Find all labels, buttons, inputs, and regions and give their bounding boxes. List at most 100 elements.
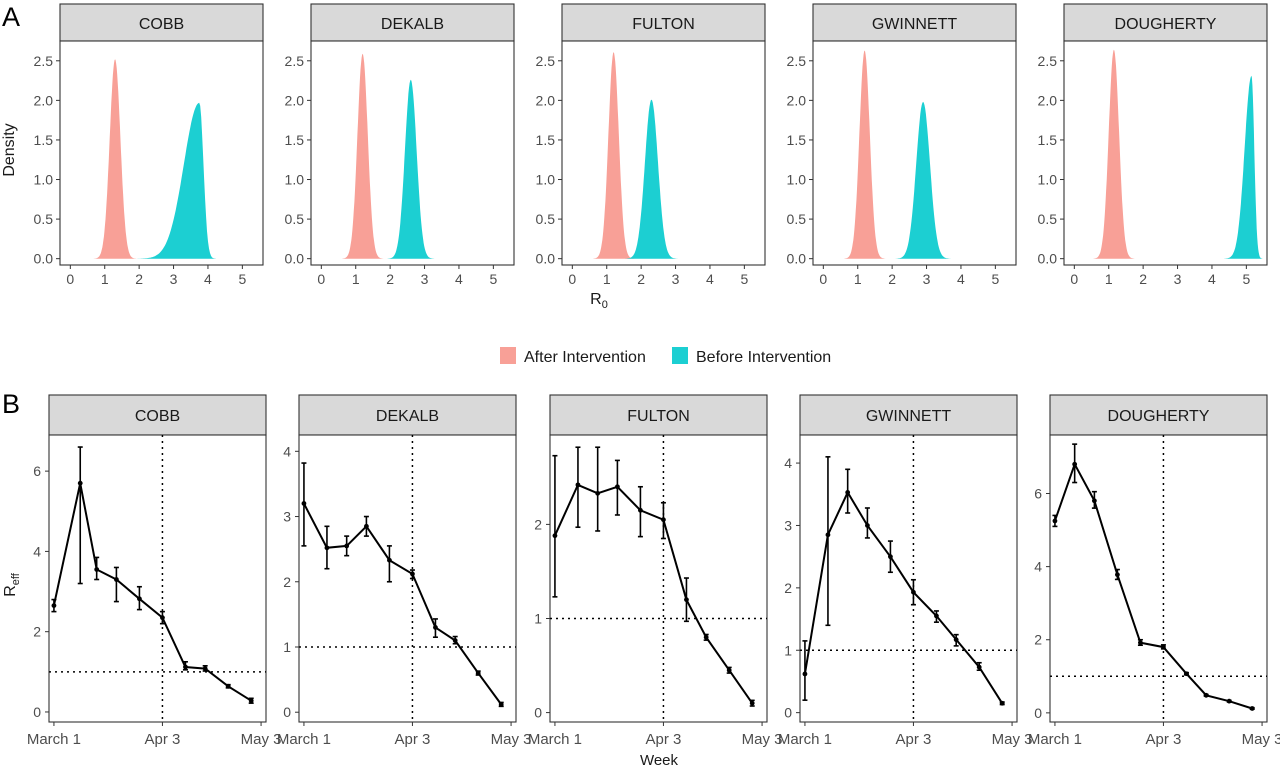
- y-tick-label-cobb: 1.5: [34, 132, 54, 148]
- strip-label-dougherty: DOUGHERTY: [1115, 16, 1217, 33]
- reff-point-fulton: [575, 482, 581, 488]
- x-tick-label-fulton: 5: [740, 271, 748, 287]
- x-tick-label-dekalb: 1: [352, 271, 360, 287]
- reff-point-cobb: [248, 698, 254, 704]
- reff-point-dougherty: [1115, 572, 1120, 578]
- reff-point-fulton: [595, 490, 601, 496]
- x-tick-label-fulton: Apr 3: [646, 731, 682, 748]
- y-tick-label-cobb: 0.0: [34, 251, 54, 267]
- density-before-dekalb: [387, 79, 435, 259]
- reff-point-cobb: [160, 615, 165, 621]
- reff-line-fulton: [553, 483, 754, 704]
- reff-panel-dougherty: DOUGHERTY March 1 Apr 3 May 3 0 2 4 6: [1028, 394, 1280, 748]
- y-tick-label-fulton: 0: [534, 705, 542, 721]
- y-tick-label-dekalb: 1.5: [285, 132, 305, 148]
- reff-point-cobb: [137, 596, 142, 602]
- reff-point-dougherty: [1072, 461, 1078, 467]
- y-tick-label-dekalb: 1: [283, 639, 291, 655]
- strip-label-dekalb: DEKALB: [376, 408, 439, 425]
- density-panel-fulton: FULTON 0 1 2 3 4 5 0.0 0.5 1.0 1.5 2.0 2.5: [536, 3, 766, 287]
- x-tick-label-dekalb: 0: [317, 271, 325, 287]
- x-axis-label-a-sub: 0: [602, 299, 608, 311]
- y-tick-label-fulton: 0.0: [536, 251, 556, 267]
- reff-point-dougherty: [1203, 692, 1209, 698]
- reff-point-dougherty: [1249, 706, 1255, 711]
- x-tick-label-dekalb: Apr 3: [395, 731, 431, 748]
- x-tick-label-dekalb: 3: [421, 271, 429, 287]
- x-tick-label-gwinnett: March 1: [778, 731, 832, 748]
- y-tick-label-gwinnett: 2: [784, 580, 792, 596]
- x-tick-label-cobb: May 3: [241, 731, 282, 748]
- strip-label-gwinnett: GWINNETT: [866, 408, 952, 425]
- y-tick-label-cobb: 0: [33, 704, 41, 720]
- plot-area-cobb: [48, 434, 267, 723]
- reff-point-gwinnett: [888, 554, 893, 560]
- y-tick-label-dekalb: 3: [283, 509, 291, 525]
- reff-point-dougherty: [1138, 640, 1143, 646]
- x-tick-label-fulton: 3: [672, 271, 680, 287]
- reff-point-dekalb: [410, 571, 415, 577]
- density-after-fulton: [593, 52, 635, 259]
- y-tick-label-dougherty: 0.0: [1038, 251, 1058, 267]
- legend-label-before: Before Intervention: [696, 349, 831, 366]
- legend: After Intervention Before Intervention: [500, 347, 831, 366]
- y-tick-label-fulton: 0.5: [536, 211, 556, 227]
- x-tick-label-dougherty: 3: [1174, 271, 1182, 287]
- x-tick-label-cobb: Apr 3: [145, 731, 181, 748]
- reff-point-fulton: [661, 517, 666, 523]
- x-tick-label-dougherty: May 3: [1242, 731, 1280, 748]
- reff-panel-cobb: COBB March 1 Apr 3 May 3 0 2 4 6: [27, 394, 282, 748]
- reff-point-fulton: [615, 484, 620, 490]
- strip-fulton: [549, 394, 768, 436]
- x-tick-label-fulton: 1: [603, 271, 611, 287]
- chart-a-density: COBB 0 1 2 3 4 5 0.0 0.5 1.0 1.5 2.0 2.5 DEKALB 0 1 2 3 4 5…: [1, 3, 1268, 311]
- plot-area-dougherty: [1049, 434, 1268, 723]
- density-after-gwinnett: [844, 50, 886, 259]
- reff-panel-fulton: FULTON March 1 Apr 3 May 3 0 1 2: [528, 394, 783, 748]
- strip-label-cobb: COBB: [135, 408, 180, 425]
- x-tick-label-gwinnett: May 3: [992, 731, 1033, 748]
- x-tick-label-gwinnett: 2: [888, 271, 896, 287]
- y-tick-label-dekalb: 2.5: [285, 53, 305, 69]
- strip-label-fulton: FULTON: [627, 408, 690, 425]
- reff-line-cobb: [52, 482, 252, 702]
- x-tick-label-dekalb: 5: [489, 271, 497, 287]
- reff-point-fulton: [552, 533, 558, 539]
- y-tick-label-gwinnett: 0: [784, 705, 792, 721]
- x-tick-label-fulton: May 3: [742, 731, 783, 748]
- x-axis-label-b: Week: [640, 752, 679, 769]
- reff-line-dougherty: [1053, 461, 1253, 710]
- strip-label-dekalb: DEKALB: [381, 16, 444, 33]
- x-axis-label-a: R0: [590, 291, 608, 311]
- reff-point-dougherty: [1052, 518, 1058, 524]
- reff-point-gwinnett: [802, 671, 808, 677]
- x-tick-label-gwinnett: Apr 3: [896, 731, 932, 748]
- y-tick-label-dekalb: 2.0: [285, 92, 305, 108]
- y-tick-label-fulton: 1.5: [536, 132, 556, 148]
- reff-point-cobb: [94, 567, 100, 572]
- reff-point-cobb: [77, 480, 83, 486]
- y-tick-label-cobb: 2: [33, 624, 41, 640]
- reff-point-fulton: [726, 667, 732, 673]
- y-tick-label-cobb: 2.5: [34, 53, 54, 69]
- x-tick-label-dougherty: March 1: [1028, 731, 1082, 748]
- reff-point-gwinnett: [825, 532, 831, 538]
- reff-line-gwinnett: [803, 490, 1004, 704]
- reff-point-cobb: [225, 683, 231, 689]
- x-tick-label-fulton: 2: [637, 271, 645, 287]
- density-panel-dekalb: DEKALB 0 1 2 3 4 5 0.0 0.5 1.0 1.5 2.0 2.5: [285, 3, 515, 287]
- y-tick-label-dekalb: 4: [283, 443, 291, 459]
- panel-label-b: B: [2, 389, 20, 419]
- x-tick-label-cobb: 3: [170, 271, 178, 287]
- y-tick-label-fulton: 1: [534, 610, 542, 626]
- y-tick-label-gwinnett: 2.5: [787, 53, 807, 69]
- y-tick-label-dekalb: 0.5: [285, 211, 305, 227]
- reff-point-dougherty: [1184, 671, 1189, 677]
- reff-point-cobb: [114, 577, 119, 582]
- density-after-dekalb: [342, 53, 384, 259]
- y-tick-label-gwinnett: 1.5: [787, 132, 807, 148]
- x-tick-label-dougherty: 5: [1242, 271, 1250, 287]
- x-tick-label-cobb: 0: [66, 271, 74, 287]
